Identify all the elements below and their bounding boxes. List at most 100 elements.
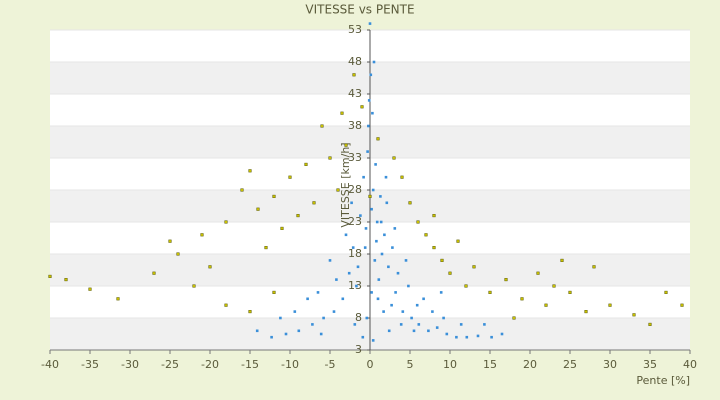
data-point <box>272 194 276 198</box>
data-point <box>483 323 486 326</box>
y-tick-label: 53 <box>348 23 362 36</box>
data-point <box>370 207 373 211</box>
data-point <box>264 246 268 250</box>
data-point <box>224 303 228 307</box>
data-point <box>270 335 273 339</box>
data-point <box>431 310 434 313</box>
data-point <box>208 265 212 269</box>
data-point <box>351 246 355 249</box>
data-point <box>350 201 353 205</box>
data-point <box>459 323 463 326</box>
data-point <box>432 246 436 250</box>
data-point <box>584 310 588 314</box>
data-point <box>375 239 378 243</box>
data-point <box>465 335 469 339</box>
x-tick-label: -20 <box>201 358 219 371</box>
data-point <box>336 188 340 192</box>
data-point <box>440 258 444 262</box>
data-point <box>368 194 372 198</box>
data-point <box>568 290 572 294</box>
data-point <box>385 201 389 205</box>
data-point <box>168 239 172 243</box>
x-tick-label: 20 <box>523 358 537 371</box>
data-point <box>306 297 309 301</box>
chart-title: VITESSE vs PENTE <box>305 3 414 17</box>
data-point <box>375 220 379 224</box>
y-tick-label: 28 <box>348 183 362 196</box>
data-point <box>464 284 468 288</box>
data-point <box>367 99 371 102</box>
data-point <box>352 73 356 77</box>
data-point <box>371 339 375 342</box>
data-point <box>393 227 397 230</box>
y-tick-label: 3 <box>355 343 362 356</box>
data-point <box>392 156 396 160</box>
data-point <box>304 162 308 166</box>
data-point <box>200 233 204 237</box>
x-tick-label: 35 <box>643 358 657 371</box>
data-point <box>376 137 380 141</box>
data-point <box>340 111 344 115</box>
data-point <box>361 335 365 339</box>
data-point <box>455 335 458 339</box>
data-point <box>536 271 540 275</box>
data-point <box>408 201 412 205</box>
data-point <box>379 195 382 198</box>
data-point <box>248 169 252 173</box>
data-point <box>366 150 369 153</box>
data-point <box>316 291 320 294</box>
data-point <box>456 239 460 243</box>
x-tick-label: -40 <box>41 358 59 371</box>
y-tick-label: 33 <box>348 151 362 164</box>
data-point <box>439 291 443 294</box>
data-point <box>367 124 370 128</box>
data-point <box>355 284 358 288</box>
x-tick-label: 10 <box>443 358 457 371</box>
data-point <box>399 323 403 326</box>
data-point <box>88 287 92 291</box>
data-point <box>442 316 445 320</box>
data-point <box>416 220 420 224</box>
y-tick-label: 23 <box>348 215 362 228</box>
data-point <box>297 329 301 333</box>
data-point <box>432 214 436 218</box>
data-point <box>512 316 516 320</box>
data-point <box>396 271 400 275</box>
data-point <box>371 188 375 192</box>
y-tick-label: 13 <box>348 279 362 292</box>
data-point <box>322 316 325 320</box>
data-point <box>504 278 508 282</box>
data-point <box>353 323 357 326</box>
data-point <box>412 329 416 333</box>
data-point <box>176 252 180 256</box>
data-point <box>279 316 282 320</box>
data-point <box>422 297 425 301</box>
data-point <box>116 297 120 301</box>
x-tick-label: 25 <box>563 358 577 371</box>
data-point <box>387 329 391 333</box>
data-point <box>448 271 452 275</box>
data-point <box>390 303 393 307</box>
data-point <box>373 259 377 262</box>
data-point <box>387 265 390 269</box>
x-tick-label: 30 <box>603 358 617 371</box>
data-point <box>332 310 336 313</box>
data-point <box>272 290 276 294</box>
data-point <box>490 335 493 339</box>
data-point <box>544 303 548 307</box>
data-point <box>500 332 504 336</box>
data-point <box>394 291 397 294</box>
y-tick-label: 8 <box>355 311 362 324</box>
data-point <box>391 246 394 249</box>
data-point <box>376 297 380 301</box>
data-point <box>410 316 413 320</box>
x-tick-label: -15 <box>241 358 259 371</box>
data-point <box>427 329 430 333</box>
data-point <box>255 329 259 333</box>
data-point <box>347 271 351 275</box>
data-point <box>344 233 348 237</box>
data-point <box>404 259 408 262</box>
data-point <box>400 175 404 179</box>
x-tick-label: -35 <box>81 358 99 371</box>
data-point <box>382 310 385 313</box>
